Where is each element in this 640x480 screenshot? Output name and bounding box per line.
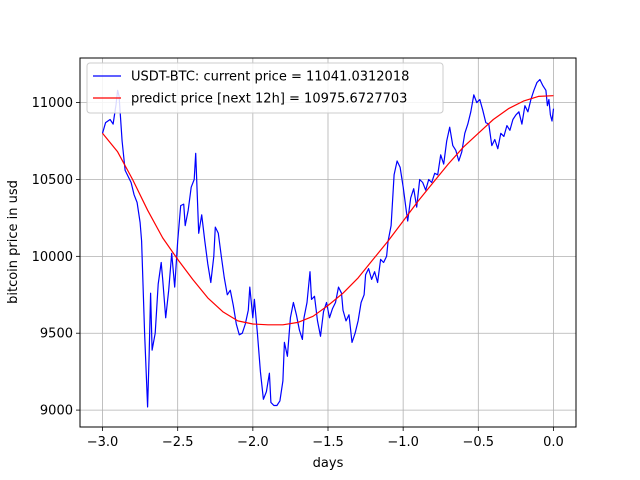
y-tick-label: 11000 (32, 96, 73, 111)
x-tick-label: −2.5 (162, 435, 194, 450)
y-tick-label: 9500 (40, 327, 73, 342)
x-tick-label: −0.5 (463, 435, 495, 450)
legend-label-current-price: USDT-BTC: current price = 11041.0312018 (131, 70, 409, 85)
legend: USDT-BTC: current price = 11041.0312018 … (86, 62, 444, 114)
x-tick-label: 0.0 (543, 435, 564, 450)
legend-label-predict-price: predict price [next 12h] = 10975.6727703 (131, 92, 407, 107)
x-tick-label: −1.0 (387, 435, 419, 450)
y-tick-label: 10000 (32, 250, 73, 265)
x-tick-label: −1.5 (312, 435, 344, 450)
current-price-line (101, 78, 555, 408)
legend-box (86, 62, 444, 114)
y-axis-label: bitcoin price in usd (6, 180, 21, 304)
x-tick-label: −3.0 (87, 435, 119, 450)
y-tick-label: 9000 (40, 404, 73, 419)
x-axis-label: days (313, 456, 344, 471)
series-lines (101, 78, 555, 408)
y-tick-label: 10500 (32, 173, 73, 188)
axis-ticks: −3.0 −2.5 −2.0 −1.5 −1.0 −0.5 0.0 9000 9500 10000… (32, 96, 564, 450)
x-tick-label: −2.0 (237, 435, 269, 450)
predict-price-line (102, 95, 554, 326)
